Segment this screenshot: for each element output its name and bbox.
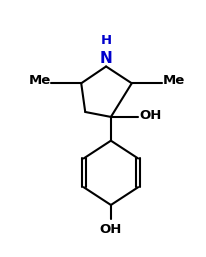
Text: OH: OH — [99, 223, 122, 236]
Text: Me: Me — [162, 74, 184, 87]
Text: H: H — [100, 34, 111, 47]
Text: N: N — [99, 51, 112, 66]
Text: Me: Me — [29, 74, 51, 87]
Text: OH: OH — [139, 109, 161, 122]
